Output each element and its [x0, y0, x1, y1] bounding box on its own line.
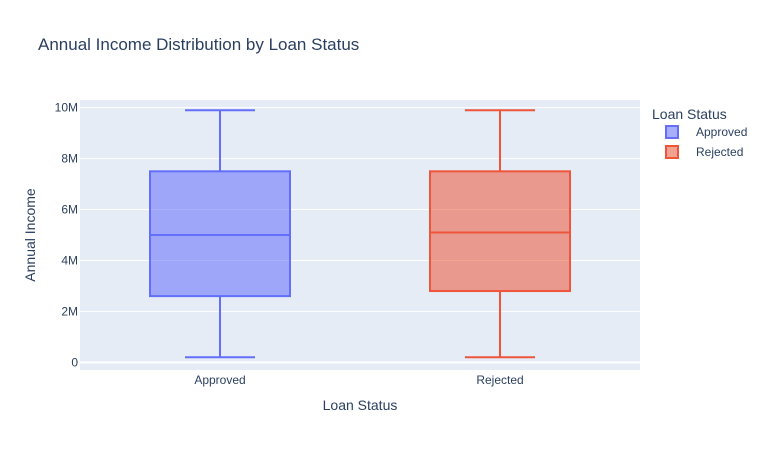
- x-axis-title: Loan Status: [323, 397, 398, 413]
- y-tick-label: 2M: [61, 304, 78, 318]
- iqr-box: [429, 170, 571, 293]
- y-tick-label: 8M: [61, 152, 78, 166]
- legend-label: Rejected: [696, 145, 743, 159]
- chart-title: Annual Income Distribution by Loan Statu…: [38, 35, 359, 54]
- legend[interactable]: Loan Status Approved Rejected: [652, 106, 747, 159]
- boxes: [149, 109, 571, 359]
- x-tick-label: Approved: [194, 373, 245, 387]
- y-tick-label: 6M: [61, 203, 78, 217]
- legend-item-approved[interactable]: Approved: [665, 125, 747, 139]
- iqr-box: [149, 170, 291, 298]
- y-axis-title: Annual Income: [22, 188, 38, 282]
- legend-swatch: [665, 125, 679, 139]
- y-tick-label: 10M: [55, 101, 78, 115]
- x-tick-labels: Approved Rejected: [194, 373, 523, 387]
- y-tick-label: 0: [71, 355, 78, 369]
- legend-swatch: [665, 145, 679, 159]
- box-rejected: [429, 109, 571, 359]
- box-approved: [149, 109, 291, 359]
- x-tick-label: Rejected: [476, 373, 523, 387]
- legend-title: Loan Status: [652, 106, 727, 122]
- legend-item-rejected[interactable]: Rejected: [665, 145, 743, 159]
- legend-label: Approved: [696, 125, 747, 139]
- y-tick-label: 4M: [61, 253, 78, 267]
- y-tick-labels: 0 2M 4M 6M 8M 10M: [55, 101, 79, 370]
